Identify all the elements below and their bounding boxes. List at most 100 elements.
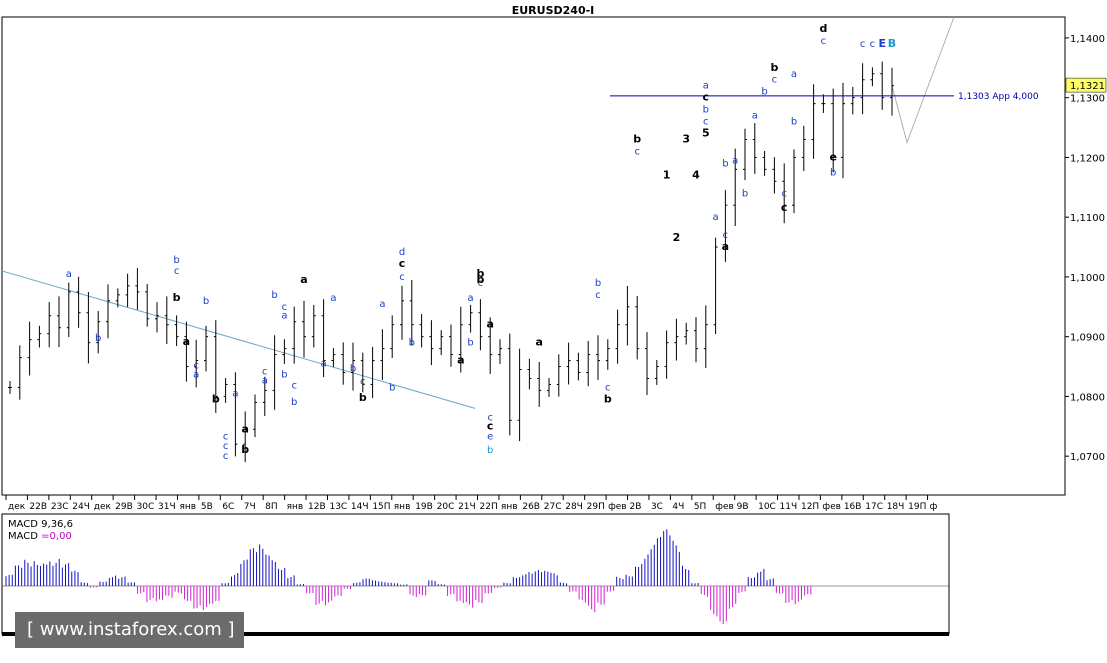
wave-label: d xyxy=(819,22,827,35)
wave-label: 4 xyxy=(692,168,700,181)
time-tick-label: 19П xyxy=(908,502,926,512)
wave-label: a xyxy=(321,359,327,370)
time-tick-label: 17С xyxy=(865,502,883,512)
wave-label: b xyxy=(476,267,484,280)
wave-label: c xyxy=(487,419,494,432)
current-price-label: 1,1321 xyxy=(1070,81,1105,92)
price-tick-label: 1,1300 xyxy=(1070,94,1105,105)
wave-label: B xyxy=(888,37,896,50)
price-tick-label: 1,0900 xyxy=(1070,333,1105,344)
time-tick-label: 30С xyxy=(137,502,155,512)
wave-label: b xyxy=(467,338,473,349)
time-tick-label: 20С xyxy=(437,502,455,512)
time-tick-label: 11Ч xyxy=(780,502,798,512)
trend-lines xyxy=(1,16,955,409)
wave-label: c xyxy=(781,188,787,199)
time-tick-label: 26В xyxy=(522,502,540,512)
wave-label: a xyxy=(535,336,542,349)
wave-label: c xyxy=(223,431,229,442)
time-tick-label: 4Ч xyxy=(672,502,684,512)
time-tick-label: янв xyxy=(394,502,411,512)
wave-label: a xyxy=(722,240,729,253)
price-tick-label: 1,0700 xyxy=(1070,452,1105,463)
macd-value-label: MACD =0,00 xyxy=(8,531,72,542)
watermark-logo: [ www.instaforex.com ] xyxy=(15,612,244,648)
wave-label: c xyxy=(821,36,827,47)
level-line-group[interactable]: 1,1303 App 4,000 1,1321 xyxy=(610,77,1107,102)
wave-label: a xyxy=(193,369,199,380)
wave-label: b xyxy=(291,397,297,408)
time-tick-label: 3С xyxy=(651,502,663,512)
wave-label: b xyxy=(703,105,709,116)
wave-label: c xyxy=(703,117,709,128)
wave-label: c xyxy=(262,366,268,377)
level-label: 1,1303 App 4,000 xyxy=(958,92,1039,102)
time-tick-label: дек xyxy=(8,502,26,512)
wave-label: a xyxy=(732,155,738,166)
wave-label: a xyxy=(713,212,719,223)
wave-label: c xyxy=(399,272,405,283)
wave-label: c xyxy=(282,302,288,313)
wave-label: c xyxy=(360,376,366,387)
wave-label: c xyxy=(634,146,640,157)
time-tick-label: янв xyxy=(179,502,196,512)
time-tick-label: фев xyxy=(608,502,627,512)
wave-label: c xyxy=(291,381,297,392)
wave-label: d xyxy=(399,247,405,258)
time-tick-label: 29П xyxy=(587,502,605,512)
wave-label: e xyxy=(487,431,493,442)
time-axis: дек 22В 23С 24Ч дек 29В 30С 31Ч янв 5В 6С 7Ч 8П янв 12… xyxy=(5,495,938,512)
wave-label: a xyxy=(752,111,758,122)
wave-label: E xyxy=(878,37,886,50)
wave-label: a xyxy=(468,293,474,304)
time-tick-label: 2В xyxy=(630,502,642,512)
time-tick-label: 6С xyxy=(222,502,234,512)
wave-label: 1 xyxy=(663,168,671,181)
wave-label: b xyxy=(241,443,249,456)
time-tick-label: 18Ч xyxy=(887,502,905,512)
wave-label: c xyxy=(605,382,611,393)
wave-label: b xyxy=(95,333,101,344)
wave-label: a xyxy=(281,311,287,322)
wave-label: a xyxy=(330,293,336,304)
wave-label: a xyxy=(232,388,238,399)
wave-label: b xyxy=(409,338,415,349)
time-tick-label: 29В xyxy=(115,502,133,512)
wave-label: a xyxy=(703,81,709,92)
price-tick-label: 1,1400 xyxy=(1070,34,1105,45)
time-tick-label: 15П xyxy=(372,502,390,512)
projection-line xyxy=(891,16,955,145)
wave-label: b xyxy=(633,132,641,145)
time-tick-label: 23С xyxy=(51,502,69,512)
wave-label: b xyxy=(770,61,778,74)
wave-label: a xyxy=(262,375,268,386)
time-tick-label: янв xyxy=(501,502,518,512)
time-tick-label: 22П xyxy=(480,502,498,512)
wave-label: c xyxy=(223,441,229,452)
wave-label: c xyxy=(860,39,866,50)
macd-legend-label: MACD 9,36,6 xyxy=(8,519,73,530)
time-tick-label: 22В xyxy=(29,502,47,512)
chart-title: EURUSD240-I xyxy=(512,4,595,17)
bottom-scroll-bar[interactable] xyxy=(2,632,949,636)
wave-label: c xyxy=(703,91,710,104)
trend-line xyxy=(1,270,476,409)
wave-label: b xyxy=(791,117,797,128)
current-price-tag xyxy=(1065,77,1107,93)
wave-label: a xyxy=(300,273,307,286)
wave-label: a xyxy=(379,299,385,310)
time-tick-label: янв xyxy=(287,502,304,512)
time-tick-label: 12В xyxy=(308,502,326,512)
wave-label: c xyxy=(193,360,199,371)
time-tick-label: фев xyxy=(822,502,841,512)
ohlc-bars xyxy=(8,61,894,463)
wave-label: b xyxy=(203,296,209,307)
wave-label: a xyxy=(241,422,248,435)
wave-label: c xyxy=(223,451,229,462)
wave-label: b xyxy=(389,382,395,393)
time-tick-label: 21Ч xyxy=(458,502,476,512)
time-tick-label: 14Ч xyxy=(351,502,369,512)
time-tick-label: дек xyxy=(94,502,112,512)
